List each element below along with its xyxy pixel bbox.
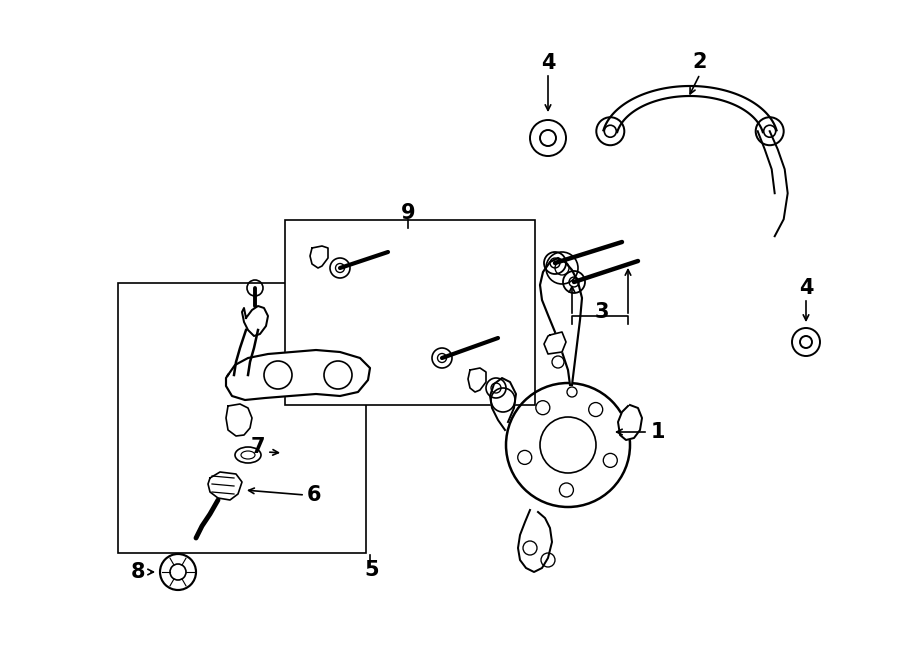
Text: 9: 9 — [400, 203, 415, 223]
Polygon shape — [242, 306, 268, 336]
Text: 8: 8 — [130, 562, 145, 582]
Polygon shape — [226, 404, 252, 436]
Polygon shape — [618, 405, 642, 440]
Polygon shape — [468, 368, 486, 392]
Text: 7: 7 — [251, 437, 266, 457]
Polygon shape — [544, 332, 566, 354]
Polygon shape — [310, 246, 328, 268]
Polygon shape — [518, 510, 552, 572]
Text: 4: 4 — [541, 53, 555, 73]
Polygon shape — [226, 350, 370, 400]
Text: 3: 3 — [595, 302, 609, 322]
Text: 4: 4 — [799, 278, 814, 298]
Polygon shape — [490, 378, 516, 430]
Text: 5: 5 — [364, 560, 379, 580]
Polygon shape — [540, 258, 582, 385]
Text: 2: 2 — [693, 52, 707, 72]
Text: 1: 1 — [651, 422, 665, 442]
Bar — [285, 220, 535, 405]
Polygon shape — [208, 472, 242, 500]
Text: 6: 6 — [307, 485, 321, 505]
Bar — [118, 283, 366, 553]
